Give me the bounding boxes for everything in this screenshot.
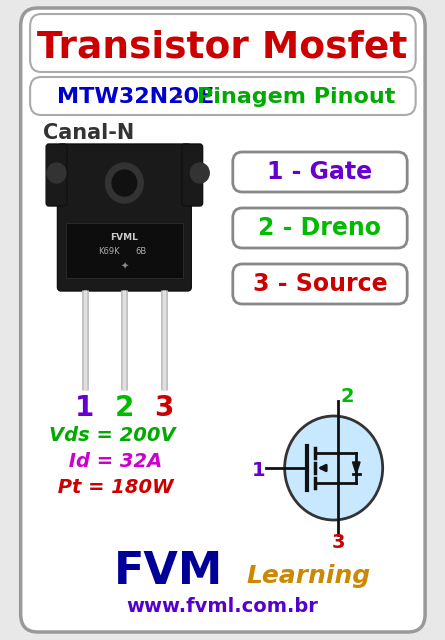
FancyBboxPatch shape bbox=[57, 144, 191, 291]
FancyBboxPatch shape bbox=[233, 152, 407, 192]
Text: Learning: Learning bbox=[246, 564, 370, 588]
Text: Id = 32A: Id = 32A bbox=[62, 451, 162, 470]
Circle shape bbox=[190, 163, 209, 183]
Polygon shape bbox=[352, 462, 360, 474]
FancyBboxPatch shape bbox=[182, 144, 202, 206]
Text: 1: 1 bbox=[75, 394, 94, 422]
Circle shape bbox=[47, 163, 66, 183]
Text: 3: 3 bbox=[332, 532, 345, 552]
Text: 2: 2 bbox=[115, 394, 134, 422]
FancyBboxPatch shape bbox=[30, 14, 416, 72]
Text: 1: 1 bbox=[251, 461, 265, 479]
FancyBboxPatch shape bbox=[233, 208, 407, 248]
Text: Vds = 200V: Vds = 200V bbox=[49, 426, 175, 445]
Text: 3 - Source: 3 - Source bbox=[253, 272, 387, 296]
Circle shape bbox=[112, 170, 137, 196]
Text: 6B: 6B bbox=[136, 246, 147, 255]
Text: 2: 2 bbox=[341, 387, 355, 406]
Text: Transistor Mosfet: Transistor Mosfet bbox=[37, 29, 408, 65]
Text: FVML: FVML bbox=[110, 232, 138, 241]
Circle shape bbox=[285, 416, 383, 520]
Circle shape bbox=[105, 163, 143, 203]
FancyBboxPatch shape bbox=[233, 264, 407, 304]
Text: 3: 3 bbox=[154, 394, 174, 422]
Text: www.fvml.com.br: www.fvml.com.br bbox=[126, 598, 318, 616]
FancyBboxPatch shape bbox=[46, 144, 67, 206]
Text: K69K: K69K bbox=[98, 246, 120, 255]
Text: 1 - Gate: 1 - Gate bbox=[267, 160, 372, 184]
Text: ✦: ✦ bbox=[120, 262, 129, 272]
Text: 2 - Dreno: 2 - Dreno bbox=[259, 216, 381, 240]
Text: FVM: FVM bbox=[114, 550, 223, 593]
Text: Canal-N: Canal-N bbox=[43, 123, 134, 143]
FancyBboxPatch shape bbox=[66, 223, 183, 278]
FancyBboxPatch shape bbox=[20, 8, 425, 632]
FancyBboxPatch shape bbox=[30, 77, 416, 115]
Text: Pinagem Pinout: Pinagem Pinout bbox=[197, 87, 395, 107]
Text: Pt = 180W: Pt = 180W bbox=[51, 477, 174, 497]
Text: -: - bbox=[174, 87, 183, 107]
Text: MTW32N20E: MTW32N20E bbox=[57, 87, 214, 107]
